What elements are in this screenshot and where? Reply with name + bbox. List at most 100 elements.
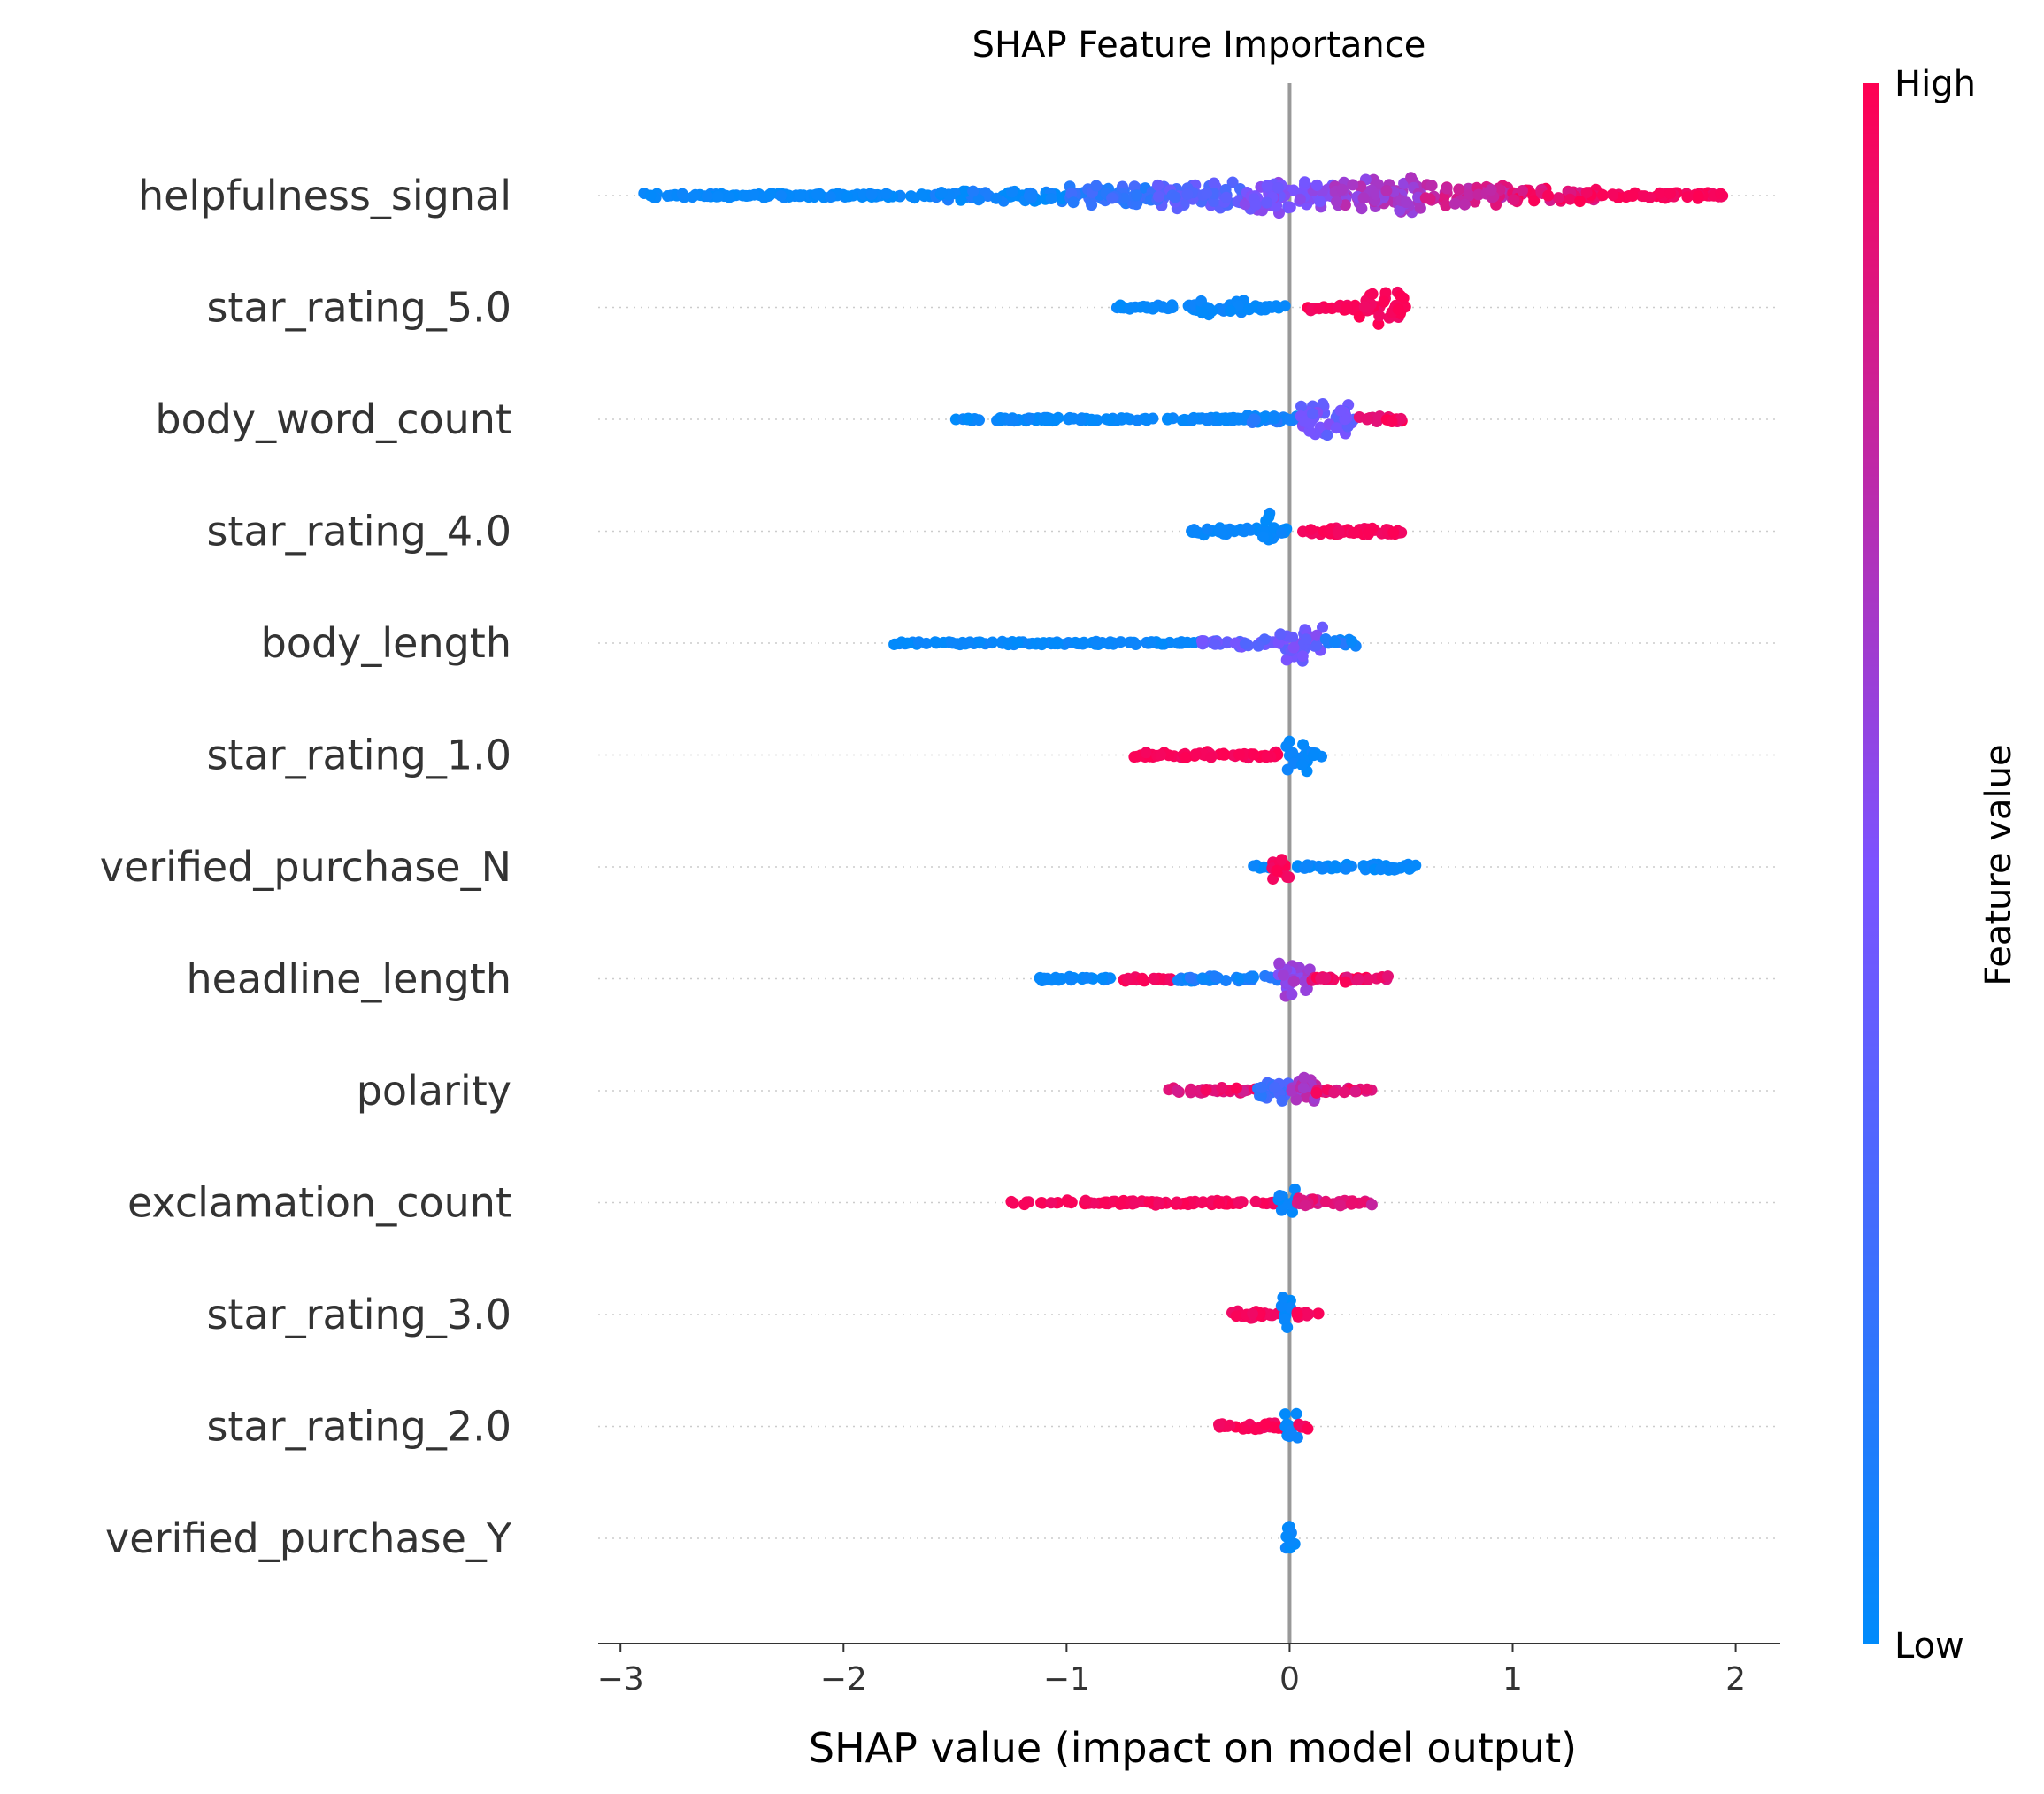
- shap-point: [775, 189, 787, 202]
- shap-point: [1040, 413, 1052, 426]
- shap-point: [1458, 198, 1471, 211]
- shap-point: [1261, 180, 1273, 192]
- shap-point: [1318, 862, 1330, 875]
- shap-point: [1286, 1085, 1298, 1097]
- shap-point: [1177, 637, 1189, 649]
- shap-point: [723, 191, 735, 203]
- shap-point: [1395, 526, 1408, 539]
- shap-point: [1387, 526, 1400, 539]
- shap-point: [1485, 184, 1497, 196]
- shap-point: [1176, 414, 1188, 426]
- shap-point: [1339, 199, 1351, 211]
- beeswarm-points: [638, 172, 1729, 1554]
- shap-point: [1195, 635, 1208, 647]
- shap-point: [1260, 515, 1272, 527]
- shap-point: [1298, 415, 1310, 427]
- x-axis: −3 −2 −1 0 1 2: [597, 1643, 1780, 1698]
- shap-point: [880, 188, 892, 200]
- shap-point: [1097, 1197, 1109, 1209]
- shap-point: [1279, 300, 1291, 312]
- shap-point: [1287, 641, 1300, 654]
- shap-point: [901, 637, 913, 649]
- shap-point: [1233, 1196, 1245, 1208]
- shap-point: [1122, 972, 1134, 985]
- shap-point: [1140, 747, 1152, 759]
- shap-point: [1065, 974, 1077, 986]
- shap-point: [661, 190, 673, 202]
- shap-point: [1065, 188, 1078, 200]
- shap-point: [1302, 1422, 1314, 1435]
- shap-point: [1392, 303, 1404, 315]
- shap-point: [1276, 526, 1287, 539]
- shap-point: [1045, 1197, 1057, 1209]
- shap-point: [1425, 180, 1438, 192]
- shap-point: [1261, 196, 1273, 209]
- shap-point: [1233, 972, 1246, 985]
- shap-point: [1218, 748, 1231, 761]
- shap-point: [1297, 1082, 1310, 1094]
- x-tick-label: −2: [820, 1661, 867, 1698]
- shap-point: [1035, 1197, 1048, 1209]
- shap-point: [1365, 1199, 1378, 1211]
- shap-point: [1329, 636, 1341, 648]
- colorbar-low-label: Low: [1894, 1626, 1964, 1667]
- shap-point: [1274, 628, 1287, 640]
- shap-point: [1310, 179, 1323, 191]
- shap-point: [1131, 189, 1143, 202]
- shap-point: [1004, 414, 1017, 426]
- shap-point: [1332, 301, 1344, 313]
- shap-point: [1294, 193, 1306, 205]
- shap-point: [1166, 301, 1179, 313]
- shap-point: [1134, 301, 1147, 313]
- shap-point: [937, 636, 949, 648]
- shap-point: [1023, 412, 1035, 425]
- shap-point: [1308, 749, 1320, 762]
- shap-point: [1201, 523, 1213, 535]
- shap-point: [1508, 194, 1520, 206]
- shap-point: [1692, 190, 1704, 203]
- shap-point: [1152, 179, 1164, 191]
- shap-point: [1162, 413, 1174, 426]
- shap-point: [1280, 740, 1293, 753]
- shap-point: [1259, 303, 1272, 316]
- shap-point: [1291, 1308, 1303, 1321]
- shap-point: [1255, 1081, 1267, 1093]
- shap-point: [1310, 629, 1323, 641]
- shap-point: [1394, 204, 1406, 217]
- row-guides: [598, 195, 1780, 1539]
- shap-point: [1386, 862, 1398, 874]
- shap-point: [1313, 303, 1326, 315]
- shap-point: [1287, 631, 1299, 643]
- shap-point: [1248, 860, 1260, 872]
- feature-label: helpfulness_signal: [138, 172, 511, 219]
- shap-point: [1273, 957, 1286, 970]
- shap-point: [1296, 759, 1309, 771]
- shap-point: [1225, 305, 1236, 317]
- shap-point: [1357, 860, 1370, 872]
- feature-row-points: [1110, 286, 1411, 330]
- shap-point: [1314, 196, 1326, 208]
- shap-point: [1321, 429, 1333, 441]
- shap-point: [1006, 186, 1018, 198]
- shap-point: [1378, 295, 1390, 308]
- x-tick-label: 0: [1279, 1661, 1300, 1698]
- shap-point: [1103, 638, 1114, 650]
- shap-point: [1216, 1082, 1228, 1093]
- shap-point: [1219, 412, 1232, 425]
- shap-point: [1259, 1418, 1272, 1430]
- shap-point: [1358, 301, 1371, 313]
- shap-point: [1346, 635, 1358, 648]
- shap-point: [1026, 192, 1038, 203]
- shap-point: [962, 637, 974, 649]
- feature-label: star_rating_5.0: [206, 284, 511, 332]
- shap-point: [1139, 412, 1151, 425]
- shap-point: [1248, 748, 1260, 761]
- feature-row-points: [638, 172, 1729, 219]
- shap-point: [1301, 1309, 1313, 1322]
- feature-row-points: [1279, 1521, 1301, 1554]
- shap-point: [1124, 303, 1136, 315]
- feature-row-points: [1226, 1292, 1325, 1333]
- shap-point: [1363, 526, 1375, 539]
- shap-point: [1148, 972, 1160, 985]
- shap-point: [1345, 1198, 1357, 1210]
